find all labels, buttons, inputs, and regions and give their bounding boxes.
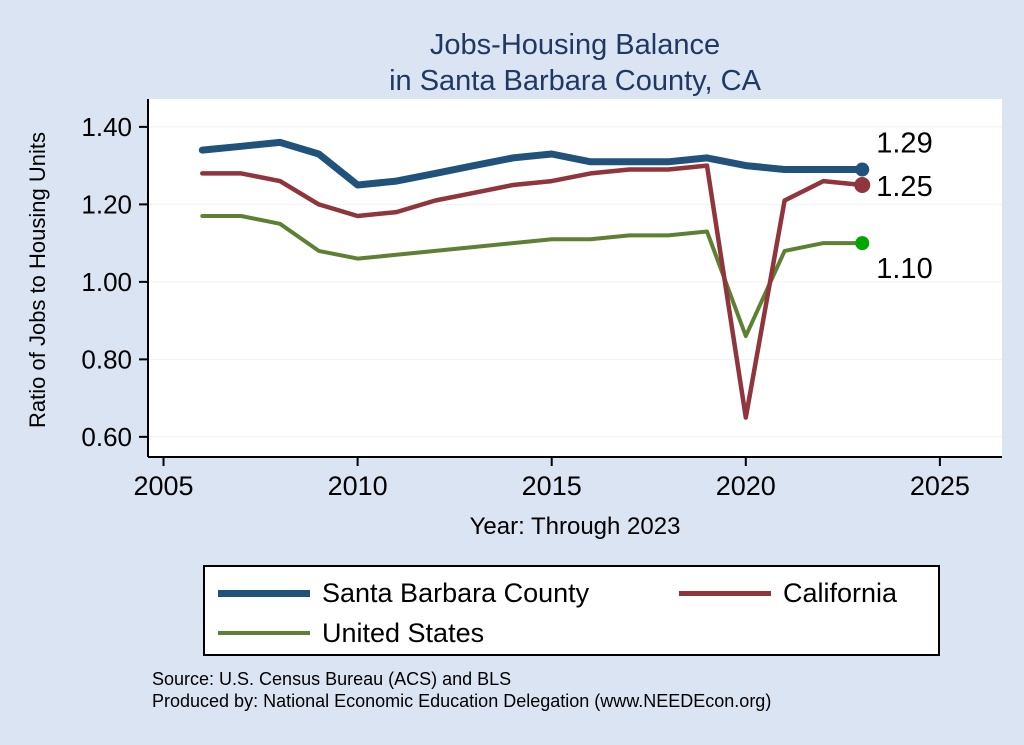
- end-marker-united-states: [855, 236, 870, 251]
- chart-title: Jobs-Housing Balance in Santa Barbara Co…: [148, 27, 1002, 99]
- line-chart: 0.60 0.80 1.00 1.20 1.40 2005 2010 2015 2020 2025…: [81, 99, 1002, 501]
- end-value-label-santa-barbara-county: 1.29: [876, 128, 932, 160]
- x-tick-label: 2020: [716, 471, 776, 501]
- legend-swatch-california: [679, 590, 771, 596]
- y-tick-label: 0.60: [81, 422, 132, 452]
- legend: Santa Barbara County California United S…: [203, 565, 940, 656]
- y-tick-label: 1.00: [81, 267, 132, 297]
- x-axis-title: Year: Through 2023: [469, 513, 681, 540]
- legend-label-santa-barbara-county: Santa Barbara County: [322, 577, 590, 608]
- legend-swatch-santa-barbara-county: [218, 589, 310, 597]
- end-value-label-california: 1.25: [876, 171, 932, 203]
- x-tick-label: 2010: [328, 471, 388, 501]
- y-tick-label: 0.80: [81, 344, 132, 374]
- produced-by-line: Produced by: National Economic Education…: [152, 691, 772, 711]
- end-marker-santa-barbara-county: [855, 162, 870, 177]
- source-line: Source: U.S. Census Bureau (ACS) and BLS: [152, 669, 512, 689]
- x-tick-label: 2025: [910, 471, 970, 501]
- legend-label-california: California: [783, 577, 898, 608]
- y-tick-label: 1.20: [81, 189, 132, 219]
- chart-title-line2: in Santa Barbara County, CA: [389, 65, 761, 97]
- x-tick-label: 2005: [133, 471, 193, 501]
- legend-item-united-states: United States: [218, 617, 484, 649]
- legend-item-california: California: [679, 577, 897, 609]
- legend-label-united-states: United States: [322, 617, 485, 648]
- legend-swatch-united-states: [218, 631, 310, 635]
- legend-item-santa-barbara-county: Santa Barbara County: [218, 577, 589, 609]
- y-axis-title: Ratio of Jobs to Housing Units: [25, 132, 50, 428]
- end-marker-california: [854, 177, 871, 194]
- series-line-santa-barbara-county: [198, 138, 866, 189]
- source-note: Source: U.S. Census Bureau (ACS) and BLS…: [152, 668, 771, 712]
- series-line-california: [200, 163, 865, 420]
- chart-title-line1: Jobs-Housing Balance: [429, 29, 721, 61]
- series-line-united-states: [200, 214, 865, 339]
- y-tick-label: 1.40: [81, 112, 132, 142]
- x-tick-label: 2015: [522, 471, 582, 501]
- plot-area: [148, 99, 1002, 457]
- end-value-label-united-states: 1.10: [876, 253, 932, 285]
